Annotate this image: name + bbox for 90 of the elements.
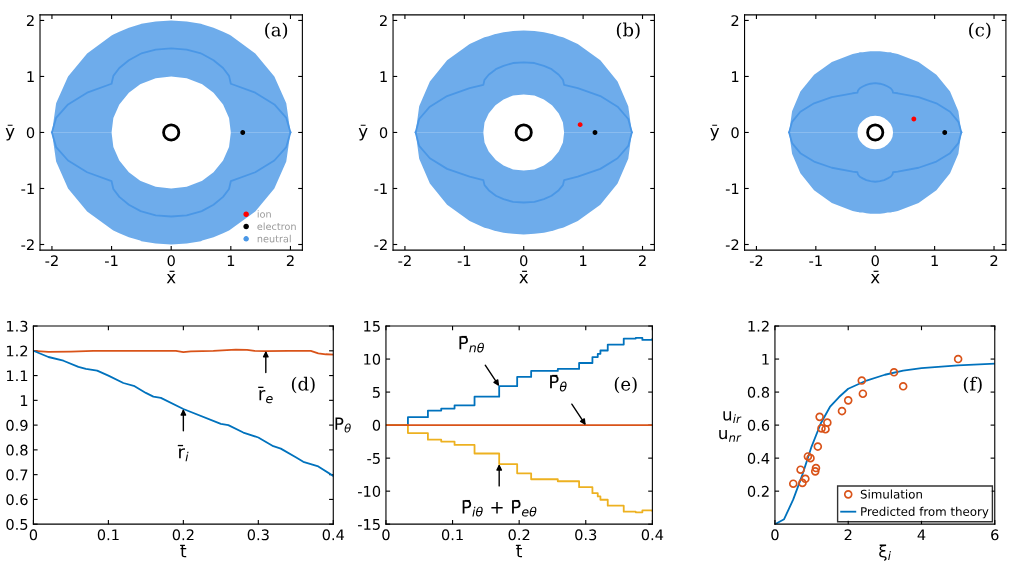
legend-label: Predicted from theory <box>861 506 989 519</box>
y-tick-label: 1.1 <box>6 370 28 382</box>
x-tick-label: 2 <box>844 529 852 541</box>
y-tick-label: 0.8 <box>6 444 28 456</box>
x-tick-label: 1 <box>227 255 235 267</box>
y-tick-label: 0.5 <box>6 518 28 530</box>
y-tick-label: 1.2 <box>748 320 769 332</box>
y-tick-label: 1 <box>380 71 387 82</box>
x-tick-label: 0.4 <box>641 529 664 541</box>
annotation: (d) <box>291 376 315 394</box>
y-axis-title: ȳ <box>5 124 15 141</box>
annotation: P̄$_{θ}$ <box>550 374 567 392</box>
y-tick-label: -1 <box>21 183 34 195</box>
y-tick-label: 1 <box>20 395 28 406</box>
y-tick-label: 0 <box>731 127 739 139</box>
x-tick-label: 2 <box>286 255 294 267</box>
x-tick-label: 6 <box>991 529 999 541</box>
annotation: r̄$_{e}$ <box>258 386 273 404</box>
x-axis-title: x̄ <box>519 270 529 284</box>
x-tick-label: 0.1 <box>441 529 463 541</box>
annotation: P̄$_{iθ}$ + P̄$_{eθ}$ <box>462 499 537 517</box>
x-tick-label: -2 <box>45 255 58 267</box>
x-tick-label: 1 <box>931 255 938 267</box>
legend-label: Simulation <box>860 489 922 499</box>
x-tick-label: -2 <box>398 255 411 267</box>
x-tick-label: 0.2 <box>508 529 530 541</box>
annotation: (c) <box>969 22 991 40</box>
y-tick-label: -2 <box>374 239 387 251</box>
x-tick-label: 4 <box>917 529 926 541</box>
y-tick-label: -5 <box>367 453 380 464</box>
legend-label: ion <box>257 210 271 218</box>
y-tick-label: 0.6 <box>747 419 770 431</box>
annotation: (a) <box>265 22 288 40</box>
annotation: (b) <box>616 22 640 40</box>
x-axis-title: x̄ <box>870 270 880 284</box>
y-tick-label: -10 <box>357 485 381 497</box>
y-tick-label: 1 <box>27 71 34 82</box>
x-tick-label: -1 <box>457 255 471 267</box>
legend-label: neutral <box>257 234 291 243</box>
y-tick-label: 15 <box>364 320 380 332</box>
y-tick-label: 10 <box>364 353 381 365</box>
y-tick-label: 0.9 <box>6 419 28 431</box>
x-tick-label: 0.3 <box>247 529 269 541</box>
x-tick-label: 0.3 <box>575 529 597 541</box>
x-tick-label: 1 <box>580 255 587 267</box>
y-axis-title: ȳ <box>710 124 720 141</box>
y-tick-label: 2 <box>731 15 739 26</box>
x-tick-label: 2 <box>638 255 646 267</box>
x-axis-title: t̄ <box>515 544 523 558</box>
y-tick-label: 0 <box>379 127 388 139</box>
x-axis-title: ξ$_{i}$ <box>879 544 891 561</box>
annotation: (f) <box>963 376 982 394</box>
y-tick-label: 0 <box>26 127 35 139</box>
x-axis-title: x̄ <box>166 270 176 284</box>
x-tick-label: 2 <box>990 255 998 267</box>
y-tick-label: 2 <box>26 15 34 26</box>
x-tick-label: 0.1 <box>97 529 119 541</box>
y-axis-title: u$_{ir}$ u$_{nr}$ <box>719 411 742 442</box>
y-tick-label: 0.6 <box>6 494 28 506</box>
x-tick-label: 0 <box>520 255 528 267</box>
y-tick-label: -1 <box>725 183 739 195</box>
y-tick-label: 1 <box>732 71 739 82</box>
x-tick-label: 0.2 <box>172 529 194 541</box>
x-tick-label: 0 <box>871 255 879 267</box>
y-tick-label: -2 <box>725 239 739 251</box>
annotation: P̄$_{nθ}$ <box>459 335 484 353</box>
legend-label: electron <box>257 222 296 231</box>
x-tick-label: 0 <box>771 529 779 541</box>
y-tick-label: 5 <box>372 387 380 398</box>
annotation: (e) <box>614 376 637 394</box>
y-axis-title: ȳ <box>358 124 368 141</box>
y-tick-label: -15 <box>357 519 380 530</box>
y-tick-label: 1.2 <box>6 345 28 357</box>
y-tick-label: 0.2 <box>747 485 769 497</box>
y-tick-label: 1.3 <box>6 320 28 332</box>
x-tick-label: 0.4 <box>322 529 345 541</box>
y-tick-label: 0.7 <box>6 469 28 481</box>
x-tick-label: 0 <box>167 255 175 267</box>
y-tick-label: 1 <box>762 353 769 365</box>
x-tick-label: -1 <box>105 255 118 267</box>
y-tick-label: -1 <box>374 183 387 195</box>
y-tick-label: 2 <box>379 15 387 26</box>
y-axis-title: P$_{θ}$ <box>335 417 351 433</box>
y-tick-label: 0.8 <box>747 386 770 398</box>
y-tick-label: -2 <box>21 239 34 251</box>
annotation: r̄$_{i}$ <box>177 444 189 462</box>
x-tick-label: -1 <box>809 255 822 267</box>
y-tick-label: 0 <box>372 419 381 431</box>
x-axis-title: t̄ <box>180 544 187 558</box>
y-tick-label: 0.4 <box>747 452 770 464</box>
